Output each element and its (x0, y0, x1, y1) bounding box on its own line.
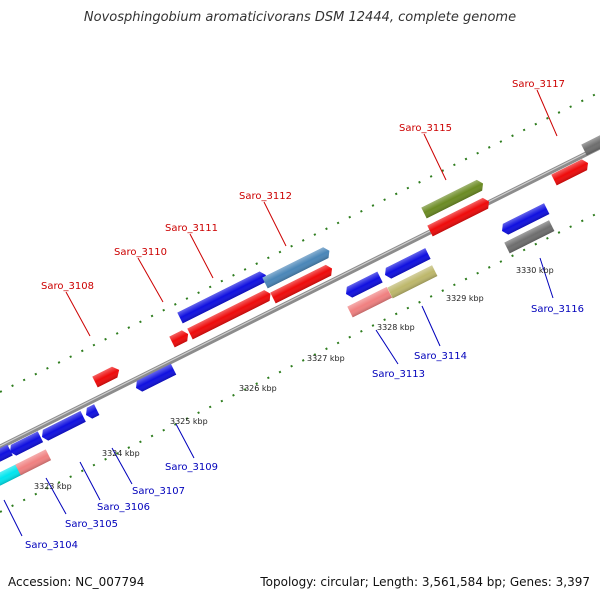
tick-track-upper (0, 91, 600, 393)
gene-label[interactable]: Saro_3111 (165, 223, 218, 234)
gene-gray-upper[interactable] (581, 131, 600, 156)
gene-saro-3114[interactable] (387, 265, 438, 299)
gene-saro-3112[interactable] (262, 245, 332, 289)
leader-lines-upper (65, 89, 558, 337)
scale-label: 3326 kbp (239, 384, 277, 393)
gene-label[interactable]: Saro_3115 (399, 123, 452, 134)
scale-label: 3324 kbp (102, 449, 140, 458)
genome-title: Novosphingobium aromaticivorans DSM 1244… (83, 10, 517, 25)
gene-label[interactable]: Saro_3107 (132, 486, 185, 497)
gene-features[interactable] (0, 131, 600, 487)
gene-label[interactable]: Saro_3104 (25, 540, 78, 551)
scale-label: 3325 kbp (170, 417, 208, 426)
gene-saro-3106b[interactable] (7, 431, 44, 457)
gene-saro-3104[interactable] (0, 463, 24, 487)
scale-labels: 3323 kbp 3324 kbp 3325 kbp 3326 kbp 3327… (34, 266, 554, 491)
gene-saro-3116-blue[interactable] (499, 203, 550, 236)
gene-label[interactable]: Saro_3113 (372, 369, 425, 380)
gene-saro-3105[interactable] (15, 449, 52, 476)
gene-label[interactable]: Saro_3112 (239, 191, 292, 202)
gene-saro-3106[interactable] (0, 444, 13, 464)
gene-label[interactable]: Saro_3105 (65, 519, 118, 530)
gene-blue-3114a[interactable] (382, 248, 431, 280)
gene-red-block-1[interactable] (187, 288, 273, 340)
genome-summary-text: Topology: circular; Length: 3,561,584 bp… (260, 575, 590, 589)
gene-label[interactable]: Saro_3114 (414, 351, 467, 362)
tick-track-lower (0, 211, 600, 513)
genome-backbone (0, 144, 600, 450)
gene-red-block-2[interactable] (270, 263, 334, 304)
scale-label: 3329 kbp (446, 294, 484, 303)
gene-saro-3113[interactable] (347, 286, 393, 318)
gene-labels-lower: Saro_3104 Saro_3105 Saro_3106 Saro_3107 … (25, 304, 584, 551)
gene-label[interactable]: Saro_3109 (165, 462, 218, 473)
genome-backbone-highlight (0, 145, 600, 447)
gene-label[interactable]: Saro_3106 (97, 502, 150, 513)
gene-small-blue[interactable] (83, 404, 100, 420)
gene-label[interactable]: Saro_3117 (512, 79, 565, 90)
gene-saro-3108[interactable] (92, 365, 122, 388)
gene-saro-3117[interactable] (551, 158, 590, 186)
gene-saro-3111[interactable] (177, 270, 268, 324)
leader-lines-lower (3, 257, 554, 537)
gene-saro-3110[interactable] (169, 329, 190, 348)
gene-saro-3109[interactable] (133, 363, 177, 394)
scale-label: 3323 kbp (34, 482, 72, 491)
gene-label[interactable]: Saro_3110 (114, 247, 167, 258)
gene-saro-3115-red[interactable] (427, 196, 491, 237)
gene-blue-3113a[interactable] (343, 271, 383, 300)
accession-text: Accession: NC_007794 (8, 575, 145, 589)
gene-labels-upper: Saro_3108 Saro_3110 Saro_3111 Saro_3112 … (41, 79, 565, 292)
scale-label: 3330 kbp (516, 266, 554, 275)
scale-label: 3328 kbp (377, 323, 415, 332)
gene-label[interactable]: Saro_3108 (41, 281, 94, 292)
gene-saro-3107[interactable] (39, 411, 86, 442)
gene-label[interactable]: Saro_3116 (531, 304, 584, 315)
gene-saro-3115[interactable] (421, 178, 485, 219)
gene-saro-3116[interactable] (504, 220, 555, 254)
scale-label: 3327 kbp (307, 354, 345, 363)
